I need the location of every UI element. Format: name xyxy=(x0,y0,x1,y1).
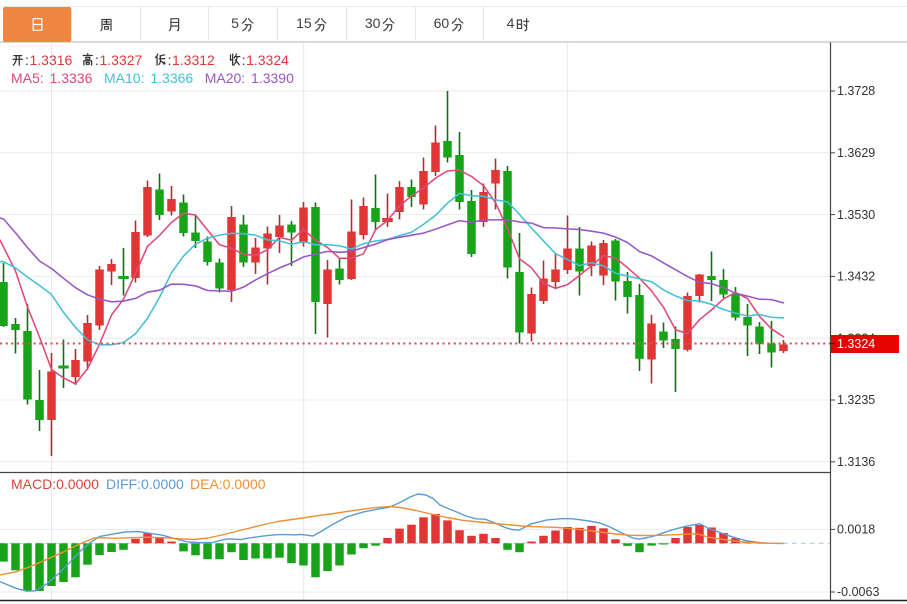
svg-text:DEA:0.0000: DEA:0.0000 xyxy=(190,476,266,492)
svg-text:1.3629: 1.3629 xyxy=(837,146,875,160)
svg-text:1.3136: 1.3136 xyxy=(837,455,875,469)
svg-text:1.3324: 1.3324 xyxy=(246,52,289,68)
svg-text::: : xyxy=(242,52,246,68)
svg-text:1.3312: 1.3312 xyxy=(172,52,215,68)
svg-text:1.3432: 1.3432 xyxy=(837,270,875,284)
svg-text::: : xyxy=(168,52,172,68)
svg-text:1.3324: 1.3324 xyxy=(837,337,875,351)
svg-text:1.3530: 1.3530 xyxy=(837,208,875,222)
svg-text:1.3316: 1.3316 xyxy=(30,52,73,68)
svg-text:-0.0063: -0.0063 xyxy=(837,585,879,599)
svg-text:MACD:0.0000: MACD:0.0000 xyxy=(11,476,99,492)
svg-text:1.3327: 1.3327 xyxy=(100,52,143,68)
svg-text:DIFF:0.0000: DIFF:0.0000 xyxy=(106,476,184,492)
svg-text:MA5: 1.3336: MA5: 1.3336 xyxy=(11,70,93,86)
svg-text:0.0018: 0.0018 xyxy=(837,523,875,537)
svg-text:1.3728: 1.3728 xyxy=(837,84,875,98)
svg-text::: : xyxy=(95,52,99,68)
svg-text:1.3235: 1.3235 xyxy=(837,393,875,407)
svg-text::: : xyxy=(25,52,29,68)
